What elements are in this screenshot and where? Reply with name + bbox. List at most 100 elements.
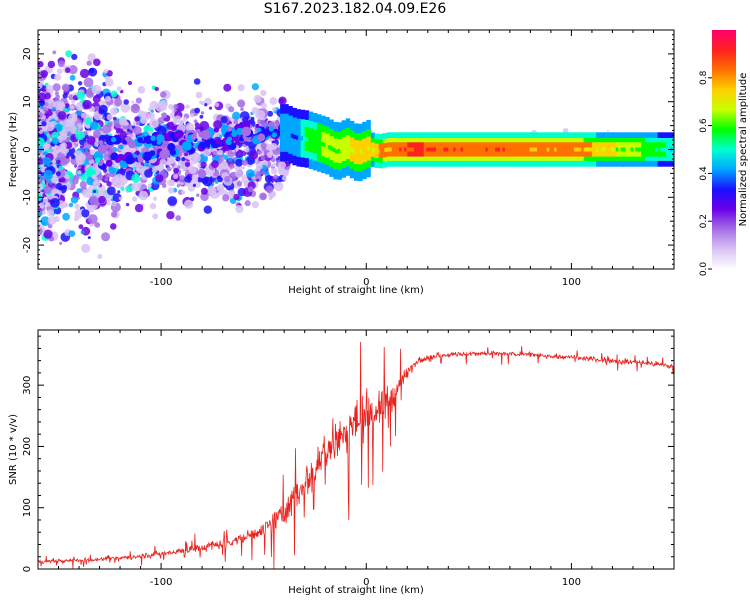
- heatmap-cell: [87, 214, 98, 224]
- heatmap-cell: [190, 113, 195, 118]
- heatmap-cell: [86, 60, 92, 66]
- heatmap-cell: [220, 161, 229, 170]
- heatmap-cell: [288, 132, 292, 137]
- heatmap-cell: [154, 86, 159, 92]
- heatmap-cell: [227, 136, 233, 142]
- heatmap-cell: [120, 186, 125, 191]
- heatmap-cell: [549, 147, 553, 152]
- heatmap-cell: [114, 98, 123, 107]
- heatmap-cell: [137, 86, 146, 94]
- heatmap-cell: [38, 226, 43, 237]
- heatmap-cell: [335, 149, 339, 154]
- heatmap-cell: [566, 147, 570, 152]
- heatmap-cell: [347, 146, 351, 151]
- snr-frame: [37, 329, 675, 570]
- heatmap-cell: [147, 183, 152, 188]
- heatmap-cell: [660, 147, 664, 152]
- heatmap-cell: [38, 158, 44, 165]
- heatmap-cell: [633, 147, 637, 152]
- heatmap-cell: [228, 106, 235, 113]
- heatmap-cell: [184, 175, 192, 184]
- heatmap-cell: [569, 147, 573, 152]
- heatmap-cell: [91, 174, 97, 180]
- heatmap-cell: [161, 112, 167, 119]
- heatmap-cell: [504, 147, 509, 152]
- heatmap-cell: [64, 174, 70, 180]
- heatmap-cell: [277, 161, 287, 170]
- heatmap-cell: [394, 147, 398, 152]
- heatmap-cell: [610, 147, 614, 152]
- heatmap-cell: [52, 83, 61, 92]
- heatmap-cell: [270, 167, 278, 175]
- heatmap-cell: [408, 147, 413, 152]
- heatmap-cell: [463, 147, 467, 152]
- heatmap-cell: [67, 124, 77, 134]
- heatmap-cell: [657, 147, 661, 152]
- heatmap-cell: [75, 130, 85, 141]
- heatmap-cell: [200, 111, 205, 115]
- page-title: S167.2023.182.04.09.E26: [263, 1, 447, 17]
- heatmap-cell: [475, 147, 479, 152]
- heatmap-cell: [92, 180, 101, 188]
- heatmap-cell: [180, 182, 184, 186]
- heatmap-cell: [64, 108, 68, 112]
- heatmap-cell: [62, 212, 70, 221]
- heatmap-cell: [245, 169, 255, 178]
- heatmap-cell: [261, 102, 267, 109]
- heatmap-cell: [642, 147, 646, 152]
- heatmap-cell: [70, 196, 79, 204]
- heatmap-cell: [168, 104, 174, 110]
- heatmap-cell: [352, 149, 356, 154]
- heatmap-cell: [38, 60, 44, 68]
- heatmap-cell: [45, 121, 55, 132]
- heatmap-cell: [273, 174, 279, 180]
- heatmap-cell: [502, 147, 506, 152]
- heatmap-cell: [120, 103, 131, 113]
- heatmap-cell: [448, 147, 452, 152]
- heatmap-cell: [576, 147, 580, 152]
- heatmap-cell: [652, 147, 656, 152]
- heatmap-cell: [69, 104, 75, 110]
- heatmap-cell: [240, 107, 244, 111]
- heatmap-cell: [433, 147, 437, 152]
- heatmap-cell: [41, 154, 46, 159]
- heatmap-cell: [421, 147, 425, 152]
- heatmap-cell: [233, 119, 239, 125]
- heatmap-cell: [480, 147, 484, 152]
- heatmap-cell: [269, 97, 278, 105]
- heatmap-cell: [38, 182, 44, 192]
- heatmap-y-tick-label: 0: [22, 146, 33, 152]
- heatmap-cell: [133, 126, 142, 135]
- heatmap-cell: [260, 89, 267, 97]
- heatmap-cell: [367, 146, 371, 151]
- heatmap-cell: [399, 147, 403, 152]
- heatmap-cell: [198, 153, 209, 164]
- heatmap-cell: [182, 141, 192, 151]
- heatmap-cell: [149, 100, 159, 110]
- heatmap-y-tick-label: -20: [22, 237, 33, 253]
- heatmap-cell: [241, 126, 252, 137]
- heatmap-cell: [38, 112, 43, 119]
- heatmap-x-tick-label: 100: [562, 277, 581, 288]
- heatmap-cell: [53, 145, 60, 152]
- heatmap-cell: [517, 147, 521, 152]
- heatmap-cell: [487, 147, 491, 152]
- heatmap-cell: [472, 147, 477, 152]
- heatmap-cell: [98, 195, 106, 204]
- heatmap-cell: [159, 158, 167, 166]
- heatmap-cell: [77, 170, 82, 175]
- heatmap-cell: [91, 84, 102, 95]
- heatmap-x-tick-label: 0: [363, 277, 369, 288]
- heatmap-cell: [140, 116, 148, 124]
- heatmap-cell: [495, 147, 499, 152]
- heatmap-cell: [583, 147, 587, 152]
- heatmap-cell: [125, 155, 135, 165]
- heatmap-cell: [77, 81, 83, 86]
- heatmap-cell: [618, 147, 622, 152]
- heatmap-cell: [96, 173, 104, 181]
- heatmap-cell: [194, 122, 200, 128]
- heatmap-cell: [191, 153, 201, 163]
- heatmap-cell: [175, 215, 182, 221]
- heatmap-cell: [251, 83, 259, 91]
- heatmap-cell: [185, 122, 195, 132]
